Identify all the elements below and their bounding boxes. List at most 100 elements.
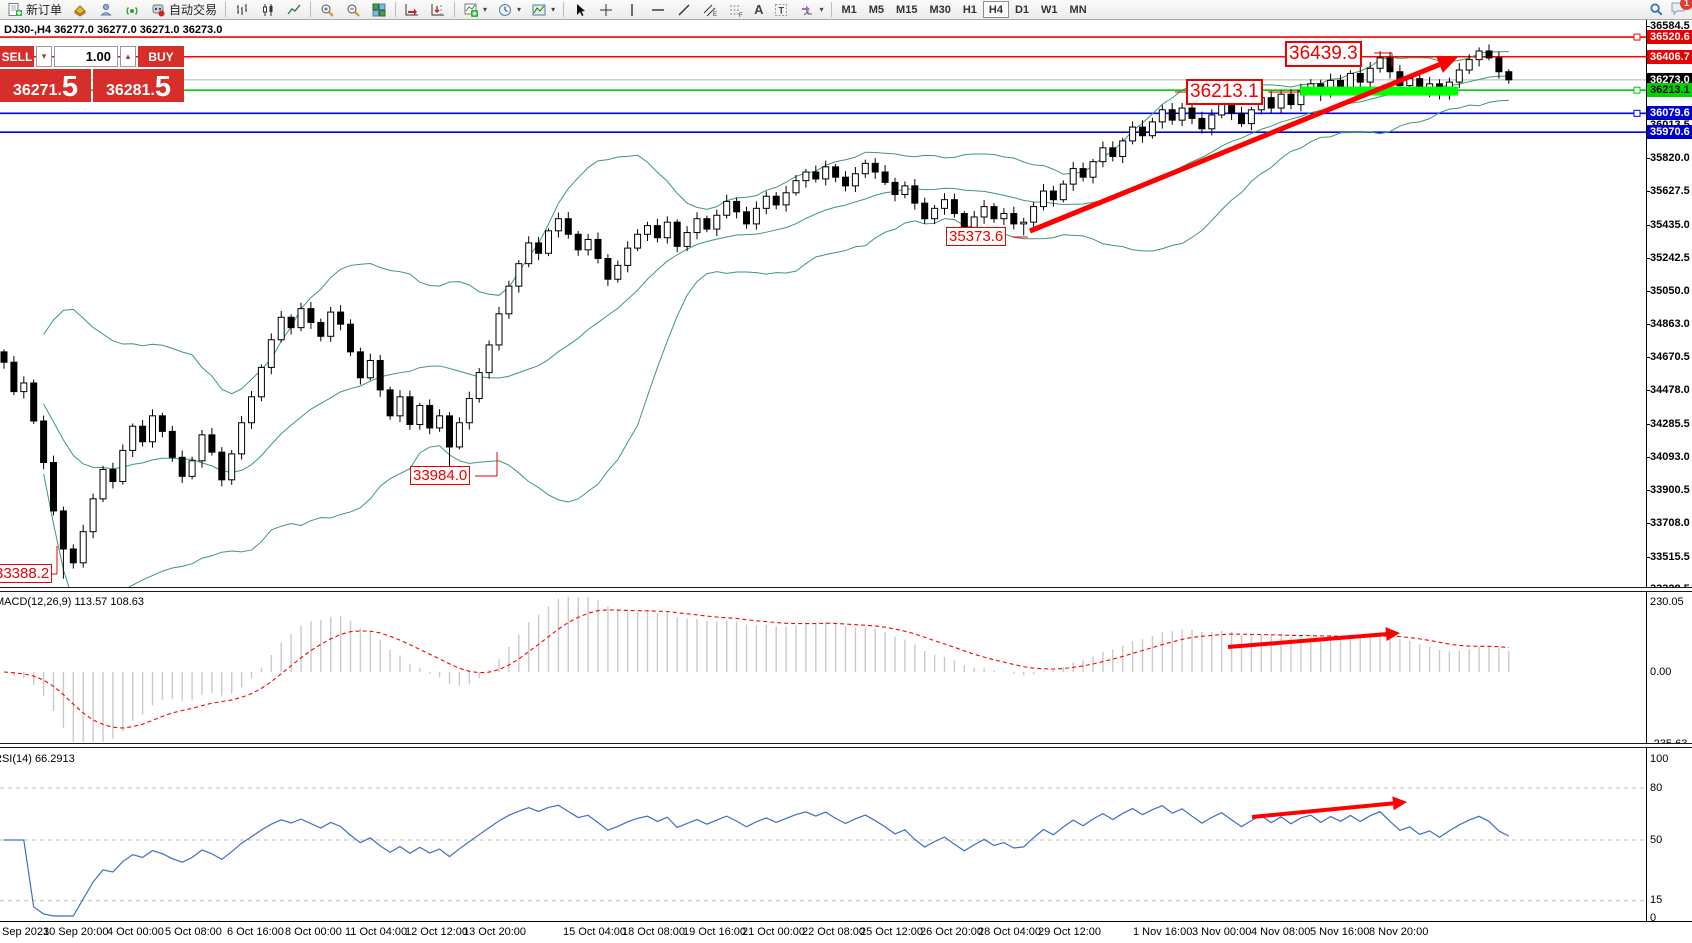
rsi-pane[interactable] <box>0 744 1646 921</box>
candle-body <box>1485 50 1493 59</box>
time-axis-label: 15 Oct 04:00 <box>563 926 626 938</box>
toolbar-separator <box>310 2 312 17</box>
vertical-line-tool-button[interactable] <box>619 1 645 19</box>
volume-input[interactable]: 1.00 <box>54 46 118 67</box>
sell-price-dot: . <box>57 82 62 99</box>
candle-body <box>1208 114 1216 130</box>
person-icon <box>100 3 112 15</box>
zoom-out-icon <box>347 4 360 17</box>
candle-body <box>842 176 849 187</box>
horizontal-line-tool-button[interactable] <box>645 1 671 19</box>
timeframe-button-mn[interactable]: MN <box>1069 3 1087 16</box>
price-tick-mark <box>1646 258 1650 260</box>
macd-pane[interactable] <box>0 592 1646 744</box>
timeframe-bar: M1 M5 M15 M30 H1 H4 D1 W1 MN <box>835 1 1092 18</box>
line-anchor-handle[interactable] <box>1633 86 1641 94</box>
trend-arrow[interactable] <box>1029 62 1441 234</box>
timeframe-button-h4[interactable]: H4 <box>982 1 1009 18</box>
price-annotation[interactable]: 36439.3 <box>1285 41 1362 67</box>
price-annotation[interactable]: 35373.6 <box>946 227 1007 246</box>
crosshair-tool-button[interactable] <box>593 1 619 19</box>
trend-arrow[interactable] <box>1251 801 1394 819</box>
tile-windows-button[interactable] <box>366 1 392 19</box>
channel-icon: E <box>703 4 717 18</box>
price-tick-mark <box>1646 456 1650 458</box>
volume-increase-button[interactable]: ▴ <box>120 46 136 67</box>
candle-body <box>0 351 8 363</box>
candle-body <box>941 199 948 209</box>
candle-body <box>881 171 889 183</box>
text-tool-button[interactable]: A <box>749 1 768 19</box>
price-annotation[interactable]: 36213.1 <box>1186 79 1263 105</box>
pane-separator-macd[interactable] <box>0 587 1692 592</box>
toolbar-separator <box>831 2 833 17</box>
search-icon[interactable] <box>1649 2 1664 17</box>
buy-button[interactable]: BUY <box>138 46 184 67</box>
auto-scroll-button[interactable] <box>399 1 425 19</box>
candle-body <box>30 382 38 422</box>
candle-body <box>416 404 424 425</box>
candle-body <box>693 218 701 234</box>
candle-body <box>1059 183 1067 201</box>
price-annotation[interactable]: 33388.2 <box>0 564 53 583</box>
rsi-axis-label: 50 <box>1650 834 1663 846</box>
line-anchor-handle[interactable] <box>1633 33 1641 41</box>
templates-button[interactable]: ▾ <box>526 1 560 19</box>
fibonacci-tool-button[interactable]: F <box>723 1 749 19</box>
price-annotation[interactable]: 33984.0 <box>410 466 471 485</box>
periods-button[interactable]: ▾ <box>492 1 526 19</box>
new-order-button[interactable]: 新订单 <box>2 1 67 19</box>
timeframe-button-w1[interactable]: W1 <box>1041 3 1058 16</box>
price-badge: 36520.6 <box>1647 30 1692 45</box>
price-badge: 36079.6 <box>1647 106 1692 121</box>
candlestick-mode-button[interactable] <box>255 1 281 19</box>
rsi-axis-label: 100 <box>1650 753 1669 765</box>
shapes-tool-button[interactable]: ▾ <box>794 1 828 19</box>
timeframe-button-m5[interactable]: M5 <box>868 3 885 16</box>
timeframe-button-m1[interactable]: M1 <box>841 3 857 16</box>
cursor-tool-button[interactable] <box>567 1 593 19</box>
zoom-in-button[interactable] <box>314 1 340 19</box>
market-watch-button[interactable] <box>93 1 119 19</box>
candle-body <box>545 230 552 254</box>
price-badge: 35970.6 <box>1647 125 1692 140</box>
candle-body <box>228 453 236 481</box>
candle-body <box>376 359 384 391</box>
volume-decrease-button[interactable]: ▾ <box>36 46 52 67</box>
price-tick-mark <box>1646 423 1650 425</box>
candle-body <box>1277 93 1285 109</box>
signal-button[interactable] <box>119 1 145 19</box>
sell-price[interactable]: 36271. 5 <box>0 69 91 102</box>
timeframe-button-m15[interactable]: M15 <box>896 3 918 16</box>
label-tool-button[interactable]: T <box>768 1 794 19</box>
sell-button[interactable]: SELL <box>0 46 34 67</box>
auto-trading-button[interactable]: 自动交易 <box>145 1 222 19</box>
profiles-button[interactable] <box>67 1 93 19</box>
main-chart-pane[interactable] <box>0 20 1646 592</box>
candle-body <box>1188 107 1196 119</box>
bar-chart-mode-button[interactable] <box>229 1 255 19</box>
candle-body <box>158 415 166 432</box>
zoom-out-button[interactable] <box>340 1 366 19</box>
line-chart-mode-button[interactable] <box>281 1 307 19</box>
timeframe-button-d1[interactable]: D1 <box>1014 3 1030 16</box>
pane-separator-rsi[interactable] <box>0 743 1692 748</box>
time-axis-label: Sep 2021 <box>2 926 50 938</box>
timeframe-button-h1[interactable]: H1 <box>962 3 977 16</box>
auto-scroll-icon <box>405 3 419 15</box>
chat-button[interactable]: 1 <box>1670 0 1692 19</box>
trend-arrow[interactable] <box>1227 632 1387 649</box>
candle-body <box>851 173 859 187</box>
trendline-tool-button[interactable] <box>671 1 697 19</box>
timeframe-button-m30[interactable]: M30 <box>929 3 951 16</box>
time-axis-label: 4 Oct 00:00 <box>107 926 164 938</box>
svg-text:T: T <box>779 5 785 15</box>
candle-body <box>347 323 354 353</box>
chart-shift-button[interactable] <box>425 1 451 19</box>
buy-price[interactable]: 36281. 5 <box>93 69 184 102</box>
channel-tool-button[interactable]: E <box>697 1 723 19</box>
line-anchor-handle[interactable] <box>1633 109 1641 117</box>
indicators-button[interactable]: ▾ <box>458 1 492 19</box>
candle-body <box>356 351 364 379</box>
candle-body <box>79 531 87 564</box>
